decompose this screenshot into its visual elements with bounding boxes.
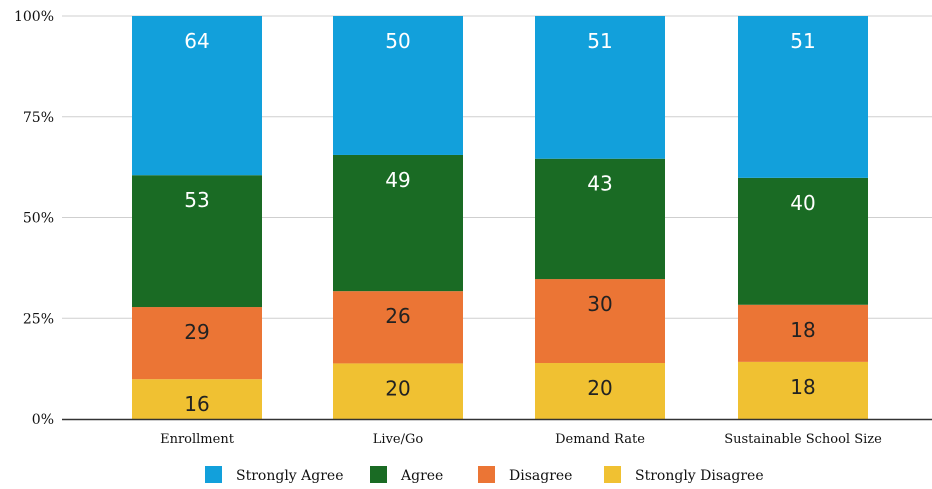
- data-label-demand-rate-agree: 43: [587, 172, 612, 196]
- bar-demand-rate-agree: [535, 158, 665, 280]
- bar-sustainable-school-size-strongly-disagree: [738, 361, 868, 419]
- data-label-enrollment-disagree: 29: [184, 320, 209, 344]
- bar-sustainable-school-size-agree: [738, 177, 868, 305]
- bar-demand-rate-disagree: [535, 279, 665, 364]
- bars: [132, 16, 868, 419]
- x-axis-categories: Enrollment Live/Go Demand Rate Sustainable …: [160, 432, 882, 447]
- data-label-enrollment-strongly-agree: 64: [184, 29, 209, 53]
- legend-item-strongly-agree: Strongly Agree: [205, 466, 344, 484]
- legend-swatch-strongly-agree: [205, 466, 222, 483]
- legend-swatch-agree: [370, 466, 387, 483]
- data-label-demand-rate-disagree: 30: [587, 292, 612, 316]
- legend-label-disagree: Disagree: [509, 468, 572, 484]
- legend-label-agree: Agree: [400, 468, 443, 484]
- bar-live-go-disagree: [333, 291, 463, 364]
- data-label-live-go-disagree: 26: [385, 304, 410, 328]
- legend-swatch-disagree: [478, 466, 495, 483]
- x-tick-label-sustainable-school-size: Sustainable School Size: [724, 432, 882, 447]
- data-label-enrollment-agree: 53: [184, 188, 209, 212]
- bar-live-go-strongly-agree: [333, 16, 463, 155]
- bar-labels: 16 29 53 64 20 26 49 50 20 30 43 51 18 18 40 51: [184, 29, 815, 416]
- y-tick-label: 25%: [23, 311, 54, 327]
- legend-item-agree: Agree: [370, 466, 443, 484]
- data-label-sustainable-school-size-strongly-disagree: 18: [790, 375, 815, 399]
- bar-enrollment-agree: [132, 175, 262, 308]
- data-label-live-go-strongly-agree: 50: [385, 29, 410, 53]
- bar-sustainable-school-size-disagree: [738, 304, 868, 362]
- bar-demand-rate-strongly-disagree: [535, 363, 665, 419]
- y-tick-label: 100%: [14, 9, 54, 25]
- x-tick-label-demand-rate: Demand Rate: [555, 432, 645, 447]
- legend-label-strongly-agree: Strongly Agree: [236, 468, 344, 484]
- data-label-sustainable-school-size-disagree: 18: [790, 318, 815, 342]
- bar-live-go-strongly-disagree: [333, 363, 463, 419]
- y-tick-label: 50%: [23, 211, 54, 227]
- bar-enrollment-strongly-agree: [132, 16, 262, 176]
- bar-demand-rate-strongly-agree: [535, 16, 665, 159]
- legend-swatch-strongly-disagree: [604, 466, 621, 483]
- data-label-sustainable-school-size-strongly-agree: 51: [790, 29, 815, 53]
- y-axis-ticks: 0% 25% 50% 75% 100%: [14, 9, 54, 428]
- data-label-live-go-strongly-disagree: 20: [385, 376, 410, 400]
- bar-enrollment-disagree: [132, 307, 262, 380]
- data-label-enrollment-strongly-disagree: 16: [184, 392, 209, 416]
- legend-label-strongly-disagree: Strongly Disagree: [635, 468, 764, 484]
- legend-item-strongly-disagree: Strongly Disagree: [604, 466, 764, 484]
- bar-live-go-agree: [333, 154, 463, 292]
- bar-enrollment-strongly-disagree: [132, 379, 262, 419]
- bar-sustainable-school-size-strongly-agree: [738, 16, 868, 178]
- y-tick-label: 0%: [32, 412, 54, 428]
- x-tick-label-enrollment: Enrollment: [160, 432, 235, 447]
- data-label-demand-rate-strongly-disagree: 20: [587, 376, 612, 400]
- data-label-sustainable-school-size-agree: 40: [790, 191, 815, 215]
- data-label-live-go-agree: 49: [385, 168, 410, 192]
- x-tick-label-live-go: Live/Go: [373, 432, 424, 447]
- legend: Strongly Agree Agree Disagree Strongly Disa…: [205, 466, 764, 484]
- legend-item-disagree: Disagree: [478, 466, 572, 484]
- y-tick-label: 75%: [23, 110, 54, 126]
- data-label-demand-rate-strongly-agree: 51: [587, 29, 612, 53]
